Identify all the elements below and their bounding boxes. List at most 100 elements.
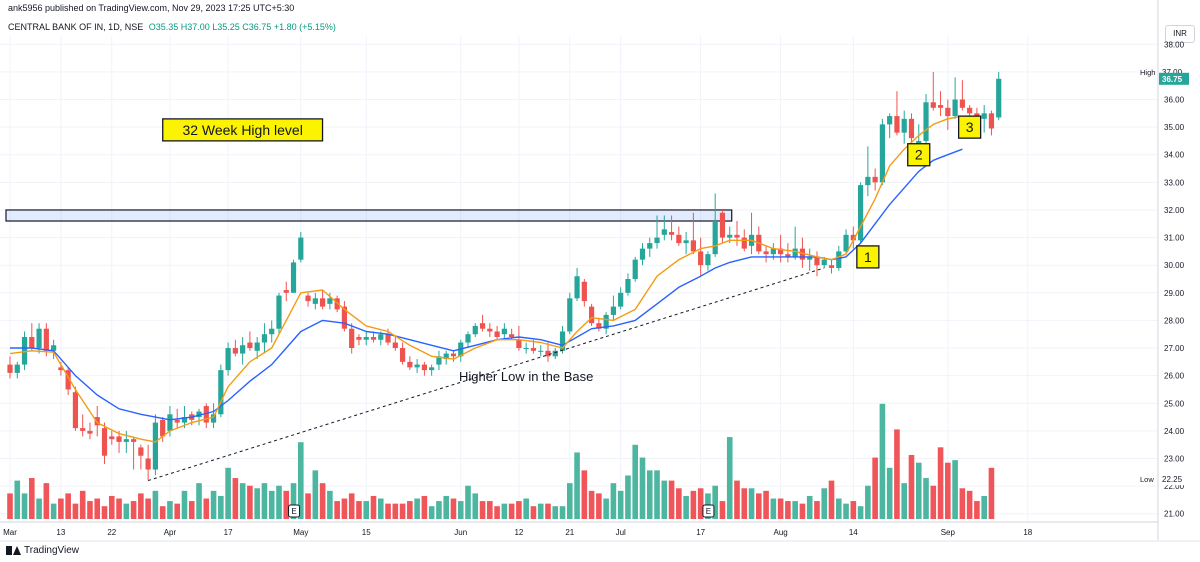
candle-body bbox=[618, 292, 624, 307]
symbol-name[interactable]: CENTRAL BANK OF IN, 1D, NSE bbox=[8, 22, 144, 32]
candle-body bbox=[392, 342, 398, 349]
volume-bar bbox=[937, 447, 944, 519]
volume-bar bbox=[516, 501, 522, 519]
candle-body bbox=[589, 306, 595, 324]
volume-bar bbox=[596, 493, 602, 519]
candle-body bbox=[254, 342, 260, 351]
candle-body bbox=[436, 356, 442, 365]
candle-body bbox=[734, 234, 740, 238]
volume-bar bbox=[508, 503, 515, 519]
volume-bar bbox=[436, 501, 442, 519]
volume-bar bbox=[341, 498, 348, 519]
candle-body bbox=[145, 458, 151, 470]
volume-bar bbox=[988, 467, 995, 519]
annotation-box bbox=[957, 115, 982, 139]
x-tick-label: Mar bbox=[3, 528, 17, 537]
candle-body bbox=[21, 336, 28, 365]
volume-bar bbox=[145, 498, 151, 519]
volume-bar bbox=[981, 495, 987, 519]
candle-body bbox=[850, 234, 856, 241]
y-tick-label: 34.00 bbox=[1164, 151, 1185, 160]
candle-body bbox=[305, 295, 311, 302]
trendline bbox=[147, 267, 825, 482]
candle-body bbox=[312, 298, 318, 304]
x-tick-label: 17 bbox=[696, 528, 705, 537]
candle-body bbox=[945, 107, 951, 117]
volume-bar bbox=[218, 495, 224, 519]
volume-bars bbox=[7, 403, 995, 519]
candle-body bbox=[465, 334, 471, 343]
volume-bar bbox=[974, 501, 980, 519]
y-tick-label: 28.00 bbox=[1164, 316, 1185, 325]
candle-body bbox=[269, 328, 275, 335]
volume-bar bbox=[726, 437, 733, 519]
earnings-marker bbox=[288, 504, 301, 518]
candle-body bbox=[261, 334, 268, 343]
volume-bar bbox=[756, 493, 762, 519]
candle-body bbox=[981, 113, 987, 119]
candle-body bbox=[378, 334, 384, 340]
volume-bar bbox=[261, 483, 268, 519]
x-tick-label: Apr bbox=[164, 528, 177, 537]
volume-bar bbox=[806, 495, 813, 519]
candle-body bbox=[887, 116, 893, 125]
ema-fast-line bbox=[9, 115, 963, 443]
volume-bar bbox=[661, 480, 668, 519]
volume-bar bbox=[356, 501, 362, 519]
candle-body bbox=[399, 348, 406, 362]
candle-body bbox=[167, 414, 173, 431]
candle-body bbox=[712, 221, 718, 255]
candle-body bbox=[494, 331, 500, 337]
candle-body bbox=[792, 248, 798, 257]
volume-bar bbox=[923, 478, 929, 519]
candle-body bbox=[857, 185, 864, 241]
y-tick-label: 29.00 bbox=[1164, 289, 1185, 298]
volume-bar bbox=[879, 403, 886, 519]
y-tick-label: 31.00 bbox=[1164, 234, 1185, 243]
volume-bar bbox=[247, 485, 253, 519]
y-tick-label: 36.00 bbox=[1164, 96, 1185, 105]
volume-bar bbox=[646, 470, 653, 519]
volume-bar bbox=[901, 483, 908, 519]
candle-body bbox=[596, 323, 602, 329]
volume-bar bbox=[545, 503, 551, 519]
candle-body bbox=[87, 430, 93, 434]
price-tag-name: High bbox=[1140, 68, 1155, 77]
volume-bar bbox=[574, 452, 580, 519]
volume-bar bbox=[792, 501, 798, 519]
candle-body bbox=[603, 314, 609, 329]
volume-bar bbox=[886, 467, 893, 519]
candle-body bbox=[996, 78, 1002, 118]
candle-body bbox=[509, 334, 515, 337]
candle-body bbox=[908, 118, 915, 139]
candle-body bbox=[72, 392, 79, 429]
candle-body bbox=[225, 348, 231, 371]
x-tick-label: Jul bbox=[616, 528, 626, 537]
currency-button[interactable]: INR bbox=[1165, 25, 1195, 43]
candle-body bbox=[14, 364, 20, 373]
candle-body bbox=[545, 350, 551, 357]
volume-bar bbox=[443, 495, 449, 519]
volume-bar bbox=[843, 503, 849, 519]
volume-bar bbox=[777, 498, 784, 519]
volume-bar bbox=[676, 488, 682, 519]
candle-body bbox=[218, 370, 224, 415]
y-tick-label: 24.00 bbox=[1164, 427, 1185, 436]
volume-bar bbox=[87, 501, 93, 519]
candle-body bbox=[865, 176, 871, 186]
annotation-box bbox=[856, 245, 880, 269]
candle-body bbox=[487, 328, 493, 332]
volume-bar bbox=[814, 501, 820, 519]
volume-bar bbox=[159, 506, 166, 519]
volume-bar bbox=[232, 478, 239, 519]
tradingview-logo[interactable]: TradingView bbox=[6, 545, 79, 556]
y-tick-label: 35.00 bbox=[1164, 123, 1185, 132]
candle-body bbox=[705, 254, 711, 266]
volume-bar bbox=[523, 498, 529, 519]
volume-bar bbox=[668, 480, 675, 519]
tradingview-icon bbox=[6, 546, 21, 555]
candle-body bbox=[901, 118, 907, 133]
candle-body bbox=[814, 256, 820, 266]
candle-body bbox=[501, 328, 507, 335]
